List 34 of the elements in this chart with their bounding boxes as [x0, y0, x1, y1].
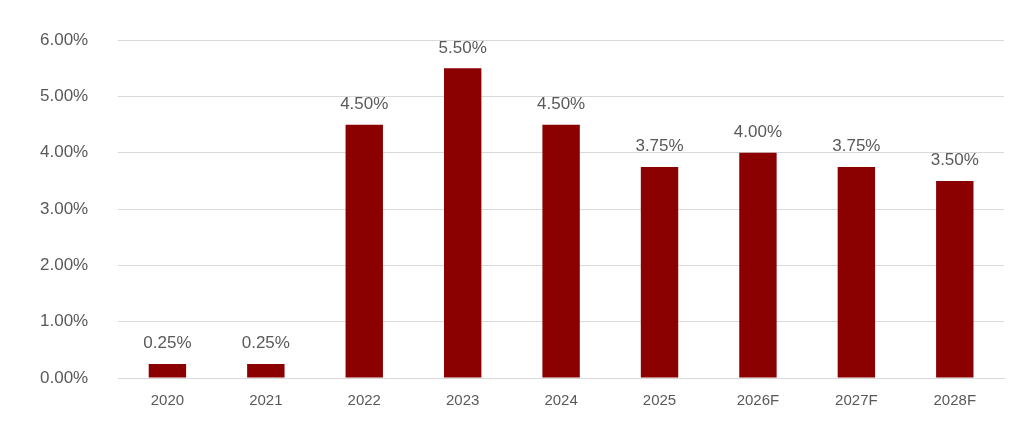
data-label: 4.50% [340, 93, 389, 113]
bar [739, 152, 777, 378]
data-label: 5.50% [438, 37, 487, 57]
x-tick-label: 2021 [249, 391, 283, 409]
x-tick-label: 2022 [347, 391, 381, 409]
x-tick-label: 2027F [835, 391, 878, 409]
y-tick-label: 6.00% [40, 29, 89, 49]
bar [640, 166, 679, 378]
bar [936, 180, 974, 378]
y-tick-label: 4.00% [40, 142, 89, 162]
data-label: 4.00% [733, 121, 783, 141]
bar [345, 124, 383, 378]
y-tick-label: 0.00% [40, 367, 89, 387]
bar [247, 363, 285, 378]
y-tick-label: 3.00% [40, 198, 89, 218]
bar [148, 363, 187, 378]
x-tick-label: 2020 [150, 391, 185, 409]
y-tick-label: 2.00% [40, 255, 89, 275]
y-tick-label: 5.00% [40, 86, 89, 106]
x-tick-label: 2026F [736, 391, 780, 409]
data-label: 0.25% [143, 333, 192, 353]
data-label: 3.75% [832, 136, 881, 156]
x-tick-label: 2028F [933, 391, 977, 409]
y-tick-label: 1.00% [40, 311, 89, 331]
data-label: 3.75% [635, 136, 684, 156]
data-label: 0.25% [241, 333, 290, 353]
data-label: 4.50% [537, 93, 586, 113]
bar [443, 68, 482, 378]
x-tick-label: 2025 [642, 391, 677, 409]
data-label: 3.50% [930, 150, 979, 170]
x-tick-label: 2023 [445, 391, 480, 409]
bar [837, 166, 876, 378]
x-tick-label: 2024 [544, 391, 578, 409]
bar [542, 124, 580, 378]
